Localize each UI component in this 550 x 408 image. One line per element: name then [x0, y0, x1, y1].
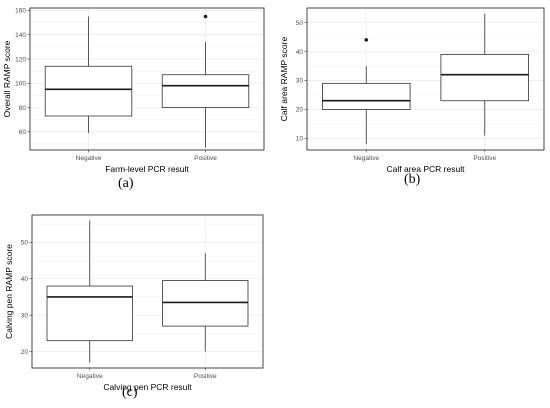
box-positive [161, 14, 250, 148]
panel-border [31, 214, 264, 369]
y-tick-label: 120 [15, 56, 26, 63]
panel-label-a: (a) [118, 176, 134, 191]
x-tick-label: Positive [473, 155, 496, 162]
box-negative [322, 38, 411, 145]
box-positive [440, 13, 529, 136]
y-tick-label: 80 [19, 105, 27, 112]
x-tick-label: Negative [76, 155, 102, 162]
boxplot-a: 60 80 100 120 140 160 Negative Positive Farm-lev… [2, 7, 265, 174]
y-tick-label: 30 [21, 312, 29, 319]
box-negative [46, 220, 133, 363]
panel-border [306, 7, 545, 151]
y-tick-label: 20 [296, 107, 304, 114]
x-tick-label: Negative [353, 155, 379, 162]
y-tick-label: 160 [15, 8, 26, 15]
x-axis-title: Farm-level PCR result [105, 164, 189, 174]
y-tick-label: 50 [296, 20, 304, 27]
boxplot-b: 10 20 30 40 50 Negative Positive Calf area PCR … [279, 7, 545, 174]
box-iqr [161, 74, 250, 108]
x-axis-title: Calf area PCR result [387, 164, 466, 174]
chart-panel-a: 60 80 100 120 140 160 Negative Positive Farm-lev… [0, 0, 275, 200]
outlier-point [364, 38, 369, 42]
panel-label-c: (c) [122, 385, 138, 400]
panel-border [29, 7, 265, 151]
y-tick-label: 100 [15, 81, 26, 88]
x-tick-label: Positive [194, 373, 217, 380]
box-iqr [162, 280, 249, 327]
y-axis-title: Calving pen RAMP score [4, 244, 14, 339]
y-tick-label: 40 [21, 276, 29, 283]
box-iqr [46, 285, 133, 342]
box-negative [44, 16, 133, 134]
box-iqr [44, 65, 133, 117]
y-tick-label: 20 [21, 349, 29, 356]
chart-panel-c: 20 30 40 50 Negative Positive Calving pen PCR … [0, 205, 275, 408]
y-tick-label: 10 [296, 136, 304, 143]
y-tick-label: 50 [21, 240, 29, 247]
x-tick-label: Negative [77, 373, 103, 380]
chart-panel-b: 10 20 30 40 50 Negative Positive Calf area PCR … [275, 0, 550, 200]
box-iqr [322, 82, 411, 110]
y-tick-label: 30 [296, 78, 304, 85]
x-axis-title: Calving pen PCR result [103, 382, 192, 392]
panel-label-b: (b) [404, 172, 421, 187]
y-axis-title: Calf area RAMP score [279, 37, 289, 122]
y-axis-title: Overall RAMP score [2, 40, 12, 117]
outlier-point [203, 14, 208, 19]
box-iqr [440, 53, 529, 102]
y-tick-label: 40 [296, 49, 304, 56]
y-tick-label: 140 [15, 32, 26, 39]
x-tick-label: Positive [194, 155, 217, 162]
y-tick-label: 60 [19, 129, 27, 136]
box-positive [162, 253, 249, 352]
